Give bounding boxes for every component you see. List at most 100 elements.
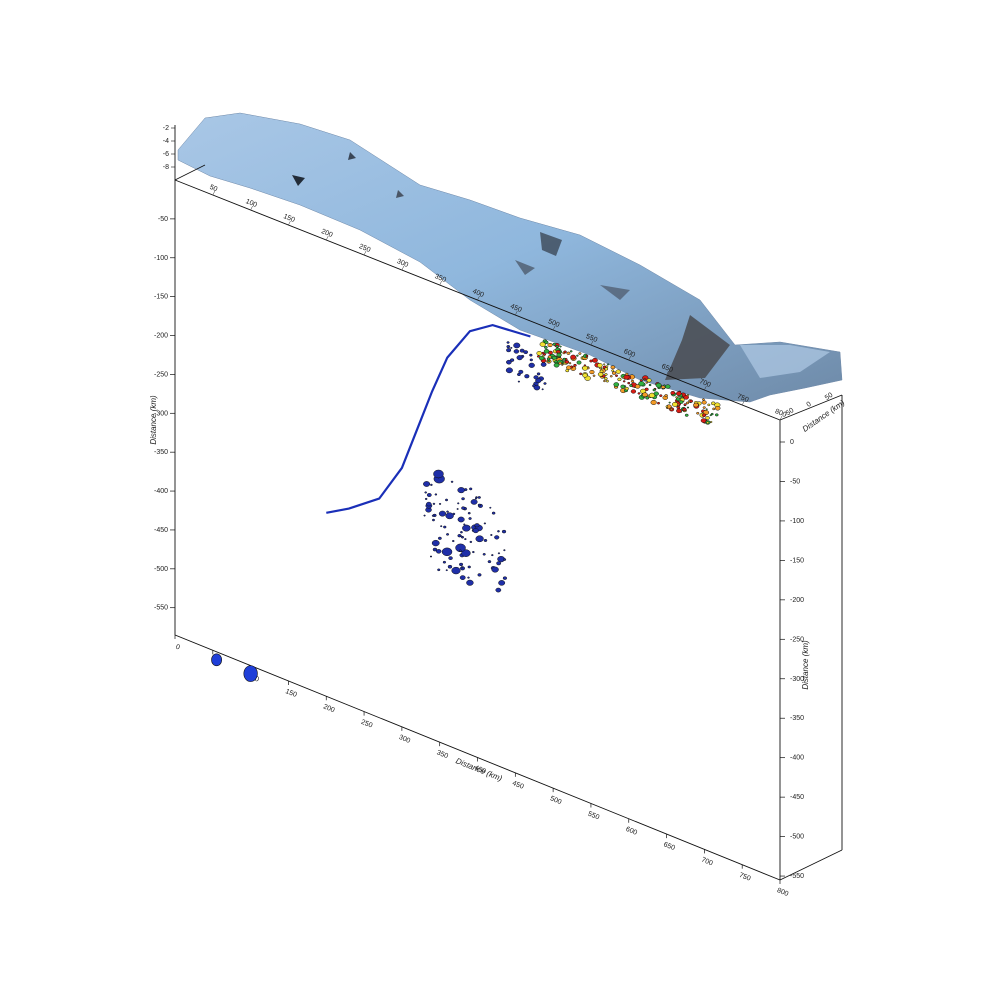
right-tick-label: -500 bbox=[790, 834, 804, 841]
bottom-tick-label: 700 bbox=[700, 857, 714, 868]
event-marker bbox=[509, 358, 515, 362]
event-marker bbox=[477, 573, 482, 577]
event-marker bbox=[551, 355, 557, 360]
event-marker bbox=[714, 405, 721, 411]
bottom-tick-label: 300 bbox=[398, 734, 412, 745]
event-marker bbox=[432, 502, 436, 505]
event-marker bbox=[506, 348, 512, 353]
event-marker bbox=[663, 384, 666, 387]
topo-tick-label: -8 bbox=[163, 164, 169, 171]
event-marker bbox=[676, 405, 681, 410]
event-marker bbox=[438, 510, 447, 517]
event-marker bbox=[487, 560, 492, 564]
event-marker bbox=[615, 374, 618, 377]
right-tick-label: -200 bbox=[790, 597, 804, 604]
event-marker bbox=[634, 384, 641, 389]
event-marker bbox=[625, 372, 629, 376]
top-tick-label: 250 bbox=[358, 243, 372, 254]
event-marker bbox=[456, 508, 459, 510]
event-marker bbox=[589, 370, 595, 375]
event-marker bbox=[611, 369, 615, 372]
right-tick-label: -550 bbox=[790, 873, 804, 880]
event-marker bbox=[705, 416, 710, 420]
event-marker bbox=[448, 556, 453, 560]
event-marker bbox=[424, 497, 428, 500]
left-tick-label: -200 bbox=[154, 333, 168, 340]
event-marker bbox=[498, 580, 506, 586]
event-marker bbox=[605, 379, 609, 383]
right-tick-label: -100 bbox=[790, 518, 804, 525]
event-marker bbox=[652, 388, 656, 392]
event-marker bbox=[670, 391, 676, 395]
event-marker bbox=[646, 378, 652, 383]
event-marker bbox=[700, 418, 707, 423]
event-marker bbox=[503, 549, 506, 552]
right-tick-label: -250 bbox=[790, 636, 804, 643]
event-marker bbox=[645, 396, 650, 400]
event-marker bbox=[639, 379, 643, 382]
event-marker bbox=[644, 387, 649, 391]
bottom-tick-label: 250 bbox=[360, 719, 374, 730]
event-marker bbox=[693, 402, 699, 408]
event-marker bbox=[569, 350, 573, 353]
event-marker bbox=[437, 536, 442, 540]
event-marker bbox=[431, 539, 440, 547]
event-marker bbox=[642, 392, 648, 398]
event-marker bbox=[431, 518, 435, 522]
event-marker bbox=[613, 382, 620, 387]
plot-frame bbox=[174, 125, 843, 881]
left-tick-label: -500 bbox=[154, 566, 168, 573]
across-tick-label: 0 bbox=[806, 401, 813, 409]
top-tick-label: 700 bbox=[698, 378, 712, 389]
event-marker bbox=[603, 379, 606, 383]
left-tick-label: -100 bbox=[154, 255, 168, 262]
bottom-tick-label: 500 bbox=[549, 795, 563, 806]
event-marker bbox=[558, 361, 562, 365]
slab-geometry-line bbox=[326, 323, 531, 514]
event-marker bbox=[591, 357, 598, 363]
event-marker bbox=[467, 511, 471, 515]
event-marker bbox=[452, 539, 455, 543]
event-marker bbox=[672, 401, 678, 407]
event-marker bbox=[655, 382, 662, 388]
event-marker bbox=[497, 552, 501, 555]
event-marker bbox=[705, 408, 708, 411]
event-marker bbox=[518, 369, 524, 374]
event-marker bbox=[682, 407, 687, 412]
event-marker bbox=[474, 497, 478, 500]
event-marker bbox=[516, 355, 523, 361]
event-marker bbox=[501, 529, 507, 534]
event-marker bbox=[466, 579, 474, 586]
event-marker bbox=[482, 553, 486, 556]
event-marker bbox=[553, 362, 560, 368]
top-tick-label: 350 bbox=[434, 273, 448, 284]
bottom-tick-label: 650 bbox=[662, 841, 676, 852]
event-marker bbox=[586, 367, 590, 370]
top-tick-label: 500 bbox=[547, 318, 561, 329]
event-marker bbox=[528, 362, 535, 368]
event-marker bbox=[706, 421, 710, 424]
event-marker bbox=[576, 360, 582, 365]
event-marker bbox=[437, 568, 441, 572]
event-marker bbox=[582, 373, 588, 378]
event-marker bbox=[679, 400, 684, 404]
event-marker bbox=[607, 363, 610, 366]
right-tick-label: -50 bbox=[790, 478, 800, 485]
event-marker bbox=[701, 413, 707, 417]
topo-tick-label: -6 bbox=[163, 151, 169, 158]
event-marker bbox=[533, 384, 541, 391]
event-marker bbox=[468, 517, 472, 520]
event-marker bbox=[529, 353, 533, 357]
event-marker bbox=[566, 351, 571, 355]
event-marker bbox=[707, 403, 711, 407]
right-depth-axis-ticks: 0 -50 -100 -150 -200 -250 -300 -350 -400 -450 -500… bbox=[780, 439, 804, 880]
left-tick-label: -350 bbox=[154, 449, 168, 456]
event-marker bbox=[650, 399, 657, 405]
event-marker bbox=[683, 403, 687, 406]
event-marker bbox=[433, 469, 444, 479]
event-marker bbox=[536, 372, 541, 376]
event-marker bbox=[670, 408, 673, 411]
event-marker bbox=[467, 576, 470, 579]
left-depth-axis-ticks: -50 -100 -150 -200 -250 -300 -350 -400 -450 -500 -… bbox=[154, 216, 175, 612]
